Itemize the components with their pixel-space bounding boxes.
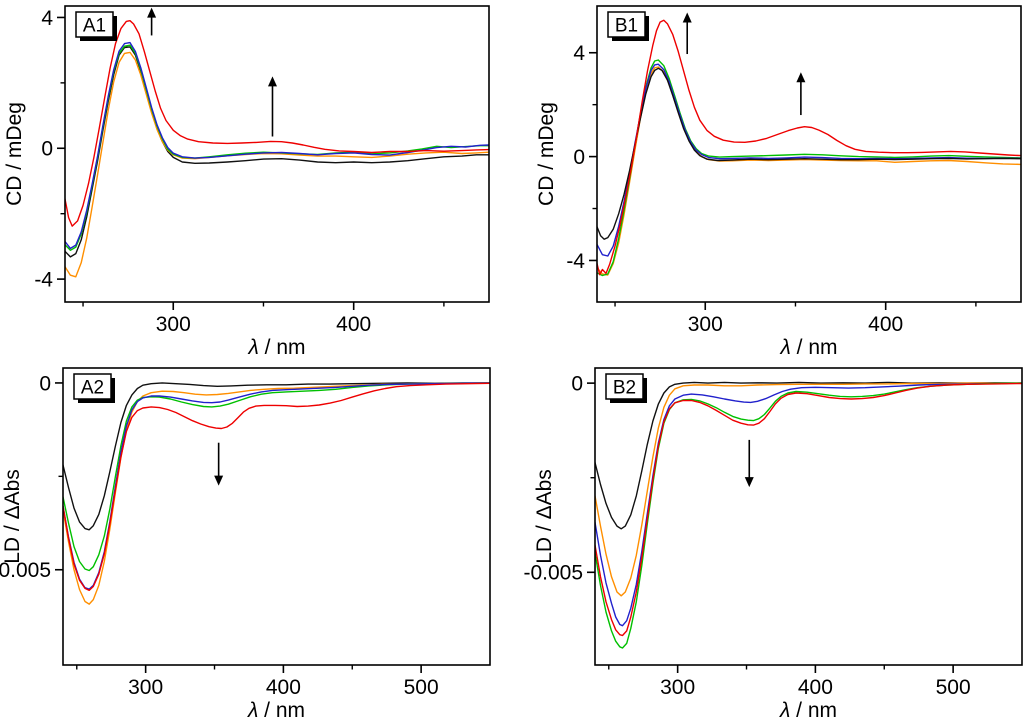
x-tick-label: 400 — [266, 676, 301, 699]
y-tick-label: -4 — [34, 268, 53, 291]
y-tick-label: 4 — [573, 42, 585, 65]
x-axis-title: λ / nm — [247, 699, 305, 722]
panel-label: A1 — [83, 15, 106, 36]
curves-B1 — [597, 19, 1021, 277]
panel-label-box — [607, 11, 646, 38]
panel-A2: 300 400 500 0 -0.005 λ / nm LD / ΔAbs A2 — [0, 367, 491, 722]
curve-orange — [595, 382, 1022, 597]
panel-B1: 300 400 4 0 -4 λ / nm CD / mDeg B1 — [535, 5, 1022, 359]
curve-black — [597, 67, 1021, 240]
trend-arrow-head — [744, 477, 754, 488]
curve-black — [595, 381, 1022, 530]
y-tick-label: 0 — [41, 138, 53, 161]
y-axis-title: CD / mDeg — [535, 102, 558, 206]
curve-red — [595, 382, 1022, 637]
y-tick-label: -0.005 — [523, 562, 583, 585]
x-tick-label: 300 — [660, 676, 695, 699]
trend-arrow-head — [267, 76, 277, 87]
y-axis-title: LD / ΔAbs — [533, 469, 556, 564]
curve-blue — [595, 382, 1022, 627]
curves-A2 — [63, 382, 490, 605]
curve-blue — [65, 41, 489, 250]
curve-black — [63, 382, 490, 531]
y-tick-label: 0 — [39, 372, 51, 395]
plot-frame — [594, 367, 1023, 666]
x-tick-label: 400 — [798, 676, 833, 699]
curve-green — [595, 382, 1022, 649]
x-tick-label: 300 — [156, 313, 191, 336]
trend-arrow-head — [147, 7, 157, 18]
curve-red — [65, 20, 489, 227]
x-axis-title: λ / nm — [247, 336, 305, 359]
plot-frame — [596, 5, 1022, 303]
panel-label-box — [605, 373, 644, 400]
x-tick-label: 500 — [936, 676, 971, 699]
x-tick-label: 300 — [688, 313, 723, 336]
y-tick-label: -0.005 — [0, 559, 51, 582]
x-tick-label: 400 — [868, 313, 903, 336]
x-tick-label: 300 — [128, 676, 163, 699]
x-axis-title: λ / nm — [779, 699, 837, 722]
x-tick-label: 400 — [336, 313, 371, 336]
panel-label: B1 — [615, 15, 638, 36]
x-tick-label: 500 — [404, 676, 439, 699]
y-tick-label: 4 — [41, 7, 53, 30]
y-axis-title: CD / mDeg — [3, 102, 26, 206]
y-tick-label: -4 — [566, 250, 585, 273]
y-tick-label: 0 — [573, 146, 585, 169]
y-axis-title: LD / ΔAbs — [1, 469, 24, 564]
curve-red — [63, 382, 490, 591]
curves-B2 — [595, 381, 1022, 649]
curves-A1 — [65, 20, 489, 278]
curve-green — [63, 382, 490, 572]
trend-arrow-head — [682, 12, 692, 23]
plot-frame — [62, 367, 491, 666]
panel-B2: 300 400 500 0 -0.005 λ / nm LD / ΔAbs B2 — [523, 367, 1023, 722]
x-axis-title: λ / nm — [779, 336, 837, 359]
panel-label-box — [75, 11, 114, 38]
y-tick-label: 0 — [571, 372, 583, 395]
panel-label: A2 — [81, 377, 104, 398]
panel-label-box — [73, 373, 112, 400]
panel-label: B2 — [613, 377, 636, 398]
panel-A1: 300 400 4 0 -4 λ / nm CD / mDeg A1 — [3, 5, 490, 359]
plot-frame — [64, 5, 490, 303]
trend-arrow-head — [796, 72, 806, 83]
curve-red — [597, 19, 1021, 276]
trend-arrow-head — [214, 475, 224, 486]
